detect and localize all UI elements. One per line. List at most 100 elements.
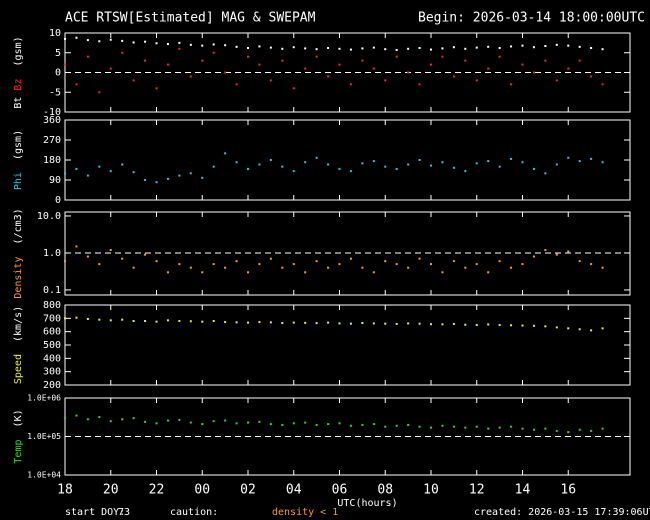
y-tick-label: 1.0 (43, 248, 61, 259)
data-point (166, 43, 169, 46)
y-axis-unit: (gsm) (13, 130, 24, 160)
data-point (338, 322, 341, 325)
data-point (532, 71, 535, 74)
data-point (384, 79, 387, 82)
data-point (498, 324, 501, 326)
data-point (498, 165, 501, 168)
data-point (155, 181, 158, 184)
data-point (109, 420, 112, 423)
data-point (86, 55, 89, 58)
data-point (109, 249, 112, 252)
data-point (452, 425, 455, 428)
data-point (487, 427, 490, 430)
data-point (75, 245, 78, 248)
data-point (418, 257, 421, 260)
data-point (384, 322, 387, 325)
data-point (189, 172, 192, 175)
data-point (201, 176, 204, 179)
data-point (64, 37, 66, 40)
data-point (601, 83, 604, 86)
data-point (338, 263, 341, 266)
data-point (555, 43, 558, 46)
data-point (567, 67, 570, 70)
data-point (384, 425, 387, 428)
data-point (166, 177, 169, 180)
y-tick-label: 500 (43, 340, 61, 351)
x-tick-label: 00 (194, 483, 210, 498)
data-point (510, 324, 513, 327)
data-point (429, 63, 432, 66)
data-point (292, 170, 295, 173)
data-point (510, 266, 513, 269)
data-point (121, 257, 124, 260)
data-point (121, 418, 124, 421)
data-point (121, 163, 124, 166)
data-point (498, 47, 501, 50)
data-point (166, 63, 169, 66)
data-point (292, 46, 295, 49)
data-point (109, 67, 112, 70)
data-point (235, 422, 238, 425)
legend-entry: Phi (13, 172, 24, 190)
data-point (544, 249, 547, 252)
y-tick-label: 180 (43, 155, 61, 166)
data-point (349, 322, 352, 325)
data-point (475, 46, 478, 49)
data-point (178, 174, 181, 177)
data-point (144, 253, 147, 256)
caution-label: caution: (170, 507, 218, 518)
data-point (281, 322, 284, 324)
data-point (372, 46, 375, 49)
data-point (429, 48, 432, 51)
data-point (407, 322, 410, 325)
data-point (292, 263, 295, 266)
data-point (315, 260, 318, 263)
data-point (407, 71, 410, 74)
data-point (395, 167, 398, 170)
data-point (418, 159, 421, 161)
data-point (144, 59, 147, 62)
data-point (567, 44, 570, 47)
data-point (258, 45, 261, 48)
data-point (132, 171, 135, 174)
data-point (372, 322, 375, 325)
data-point (109, 170, 112, 173)
data-point (544, 172, 547, 175)
data-point (201, 44, 204, 47)
data-point (601, 48, 604, 51)
data-point (281, 47, 284, 50)
x-tick-label: 22 (149, 483, 165, 498)
data-point (544, 427, 547, 430)
data-point (601, 427, 604, 430)
data-point (521, 263, 524, 266)
doy: 73 (118, 507, 130, 518)
data-point (475, 79, 478, 82)
data-point (349, 83, 352, 86)
data-point (86, 39, 89, 42)
data-point (361, 423, 364, 426)
data-point (189, 421, 192, 424)
data-point (212, 165, 215, 168)
data-point (578, 260, 581, 263)
data-point (269, 79, 272, 82)
data-point (75, 83, 78, 86)
data-point (258, 420, 261, 423)
data-point (315, 322, 318, 325)
data-point (292, 321, 295, 324)
x-tick-label: 02 (240, 483, 256, 498)
data-point (132, 417, 135, 420)
data-point (452, 260, 455, 263)
panel-frame (64, 211, 631, 296)
data-point (464, 47, 467, 50)
data-point (441, 323, 444, 326)
data-point (281, 266, 284, 269)
data-point (361, 322, 364, 324)
data-point (498, 426, 501, 429)
data-point (601, 161, 604, 164)
data-point (418, 47, 421, 50)
data-point (98, 40, 101, 43)
legend-entry: Temp (13, 440, 24, 464)
data-point (315, 48, 318, 51)
data-point (224, 152, 227, 155)
data-point (532, 324, 535, 327)
